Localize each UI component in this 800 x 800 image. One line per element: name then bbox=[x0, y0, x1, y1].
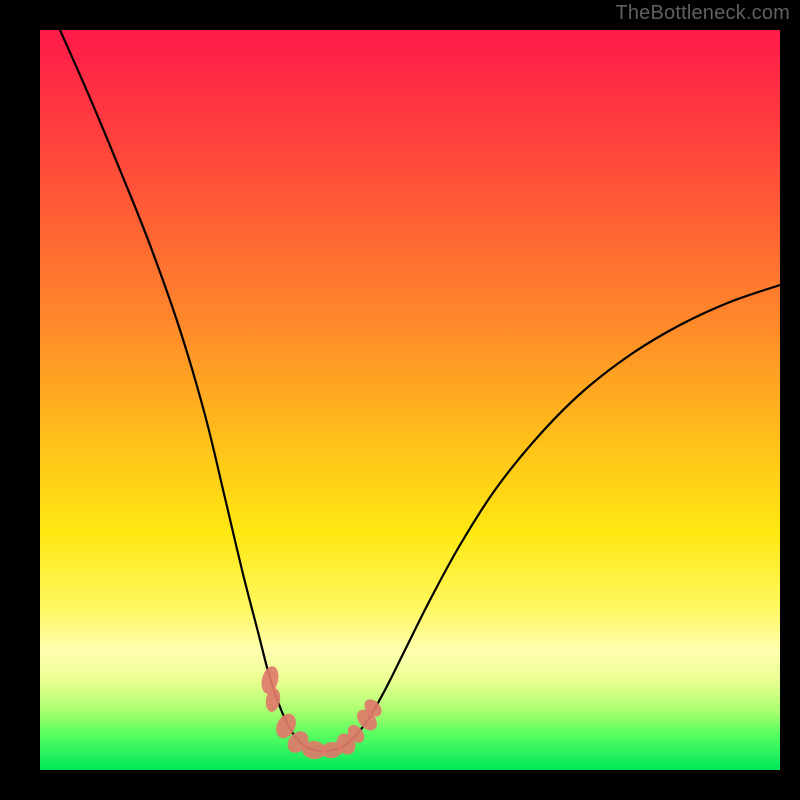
plot-area bbox=[40, 30, 780, 770]
watermark-text: TheBottleneck.com bbox=[615, 2, 790, 25]
curve-markers bbox=[40, 30, 780, 770]
